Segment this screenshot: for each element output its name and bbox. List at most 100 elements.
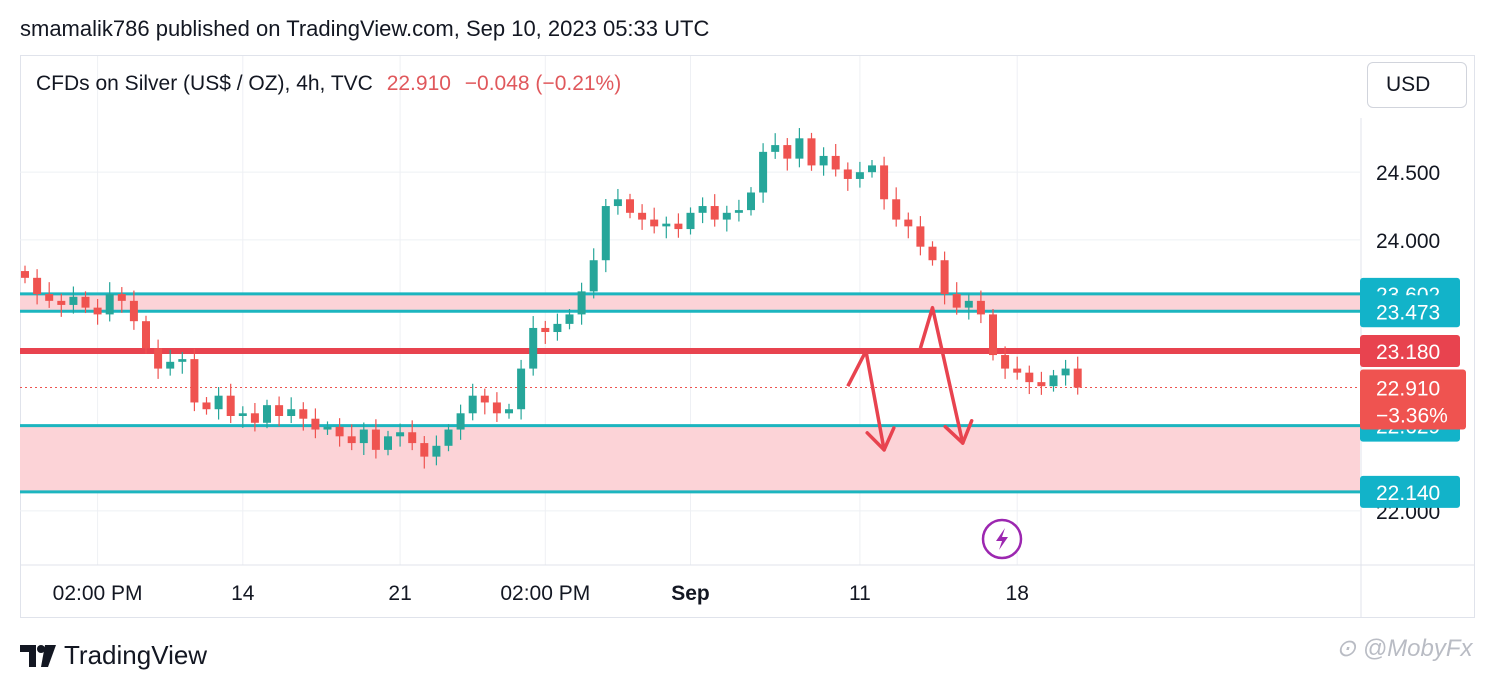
candle-body: [250, 413, 259, 423]
candle-body: [335, 426, 344, 437]
candle-body: [33, 277, 42, 295]
tradingview-wordmark: TradingView: [64, 640, 208, 670]
currency-button[interactable]: USD: [1367, 62, 1467, 108]
candle-body: [1013, 368, 1022, 373]
candle-body: [1025, 372, 1034, 383]
candle-body: [601, 206, 610, 261]
candle-body: [142, 321, 150, 349]
candle-body: [202, 402, 211, 410]
candle-body: [190, 359, 199, 403]
candle-body: [408, 432, 417, 444]
candle-body: [928, 246, 937, 261]
candle-body: [178, 359, 187, 362]
candle-body: [69, 296, 78, 305]
zone-fill-1: [20, 425, 1360, 492]
candle-body: [868, 165, 876, 173]
candle-body: [783, 145, 792, 159]
candle-body: [93, 307, 102, 315]
x-tick-label: 02:00 PM: [500, 582, 590, 605]
x-tick-label: 14: [231, 582, 255, 605]
candle-body: [81, 296, 90, 308]
candle-body: [517, 368, 526, 410]
candle-body: [989, 314, 997, 356]
last-price: 22.910: [386, 72, 451, 95]
candle-body: [1037, 382, 1046, 387]
candle-body: [904, 219, 913, 227]
candle-body: [819, 155, 828, 166]
candle-body: [916, 226, 925, 247]
candle-body: [892, 199, 901, 220]
candle-body: [1061, 368, 1070, 376]
candle-body: [795, 138, 804, 159]
projection-arrow-1: [918, 305, 965, 444]
candle-body: [444, 429, 453, 446]
candle-body: [553, 323, 562, 333]
candle-body: [420, 443, 429, 457]
candle-body: [275, 405, 284, 416]
candle-body: [734, 210, 743, 213]
candle-body: [698, 206, 707, 213]
price-label-bg: [1360, 334, 1460, 367]
candle-body: [226, 395, 235, 416]
candle-body: [650, 219, 659, 227]
candle-body: [456, 413, 465, 430]
candle-body: [589, 260, 598, 292]
candle-body: [1049, 375, 1058, 387]
candle-body: [311, 418, 320, 430]
x-tick-label: Sep: [671, 582, 710, 605]
candle-body: [964, 300, 973, 308]
current-change-label: −3.36%: [1376, 405, 1448, 428]
candle-body: [492, 402, 501, 414]
candle-body: [1073, 368, 1082, 388]
candle-body: [831, 155, 840, 170]
candle-body: [57, 300, 66, 305]
price-label-bg: [1360, 475, 1460, 508]
candle-body: [432, 445, 441, 457]
candle-body: [759, 151, 768, 193]
chart-frame[interactable]: [20, 55, 1475, 618]
price-label: 23.473: [1376, 301, 1440, 324]
x-tick-label: 02:00 PM: [53, 582, 143, 605]
candle-body: [626, 199, 634, 213]
chart-legend: CFDs on Silver (US$ / OZ), 4h, TVC 22.91…: [36, 72, 621, 96]
candle-body: [529, 327, 538, 369]
candle-body: [541, 327, 550, 333]
y-tick-label: 24.500: [1376, 162, 1440, 185]
lightning-icon: [996, 528, 1008, 550]
x-tick-label: 11: [849, 582, 871, 605]
candle-body: [371, 429, 380, 450]
price-label: 22.140: [1376, 482, 1440, 505]
candle-body: [843, 169, 852, 179]
candle-body: [952, 294, 961, 308]
candle-body: [565, 314, 574, 324]
y-tick-label: 24.000: [1376, 230, 1440, 253]
arrow-head: [943, 424, 965, 445]
price-label: 23.180: [1376, 341, 1440, 364]
candle-body: [674, 223, 683, 230]
candle-body: [638, 212, 647, 220]
current-price-label-bg: [1360, 369, 1466, 430]
candle-body: [807, 138, 816, 166]
candle-body: [976, 300, 985, 315]
candle-body: [940, 260, 949, 295]
publish-header: smamalik786 published on TradingView.com…: [20, 16, 710, 41]
candle-body: [299, 409, 308, 419]
arrow-head: [961, 419, 974, 445]
candle-body: [214, 395, 223, 410]
candle-body: [263, 405, 271, 423]
symbol-label: CFDs on Silver (US$ / OZ), 4h, TVC: [36, 72, 373, 95]
candle-body: [686, 212, 695, 230]
tradingview-logo[interactable]: TradingView: [20, 640, 207, 671]
arrow-head: [882, 426, 896, 452]
candle-body: [166, 361, 175, 369]
zone-fill-0: [20, 293, 1360, 312]
tv-logo-icon: [20, 644, 56, 667]
projection-arrow-0: [846, 349, 886, 451]
candle-body: [117, 294, 126, 301]
candle-body: [105, 294, 114, 315]
candle-body: [21, 271, 29, 278]
candle-body: [468, 395, 477, 414]
candle-body: [880, 165, 889, 200]
candle-body: [287, 409, 296, 416]
